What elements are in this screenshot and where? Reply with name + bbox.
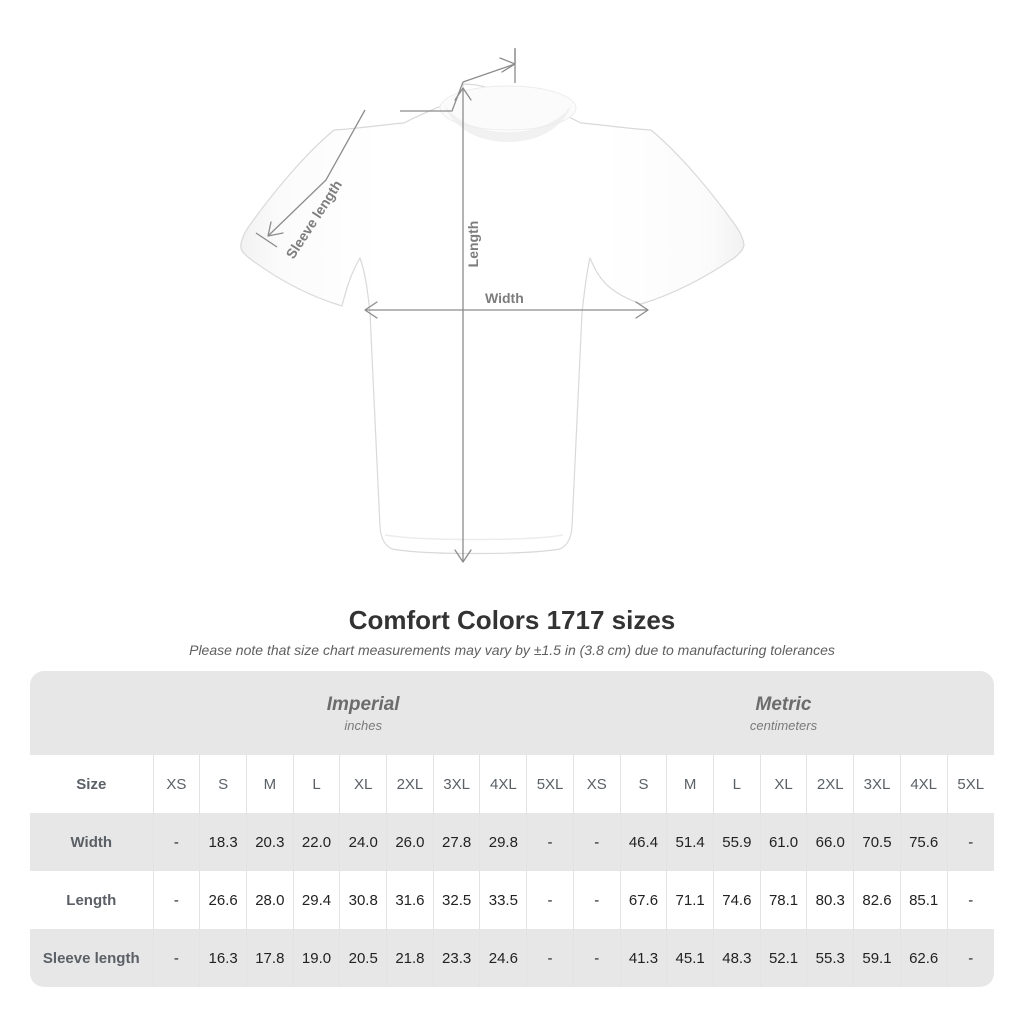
svg-text:Length: Length <box>465 221 481 268</box>
svg-text:Width: Width <box>485 290 524 306</box>
